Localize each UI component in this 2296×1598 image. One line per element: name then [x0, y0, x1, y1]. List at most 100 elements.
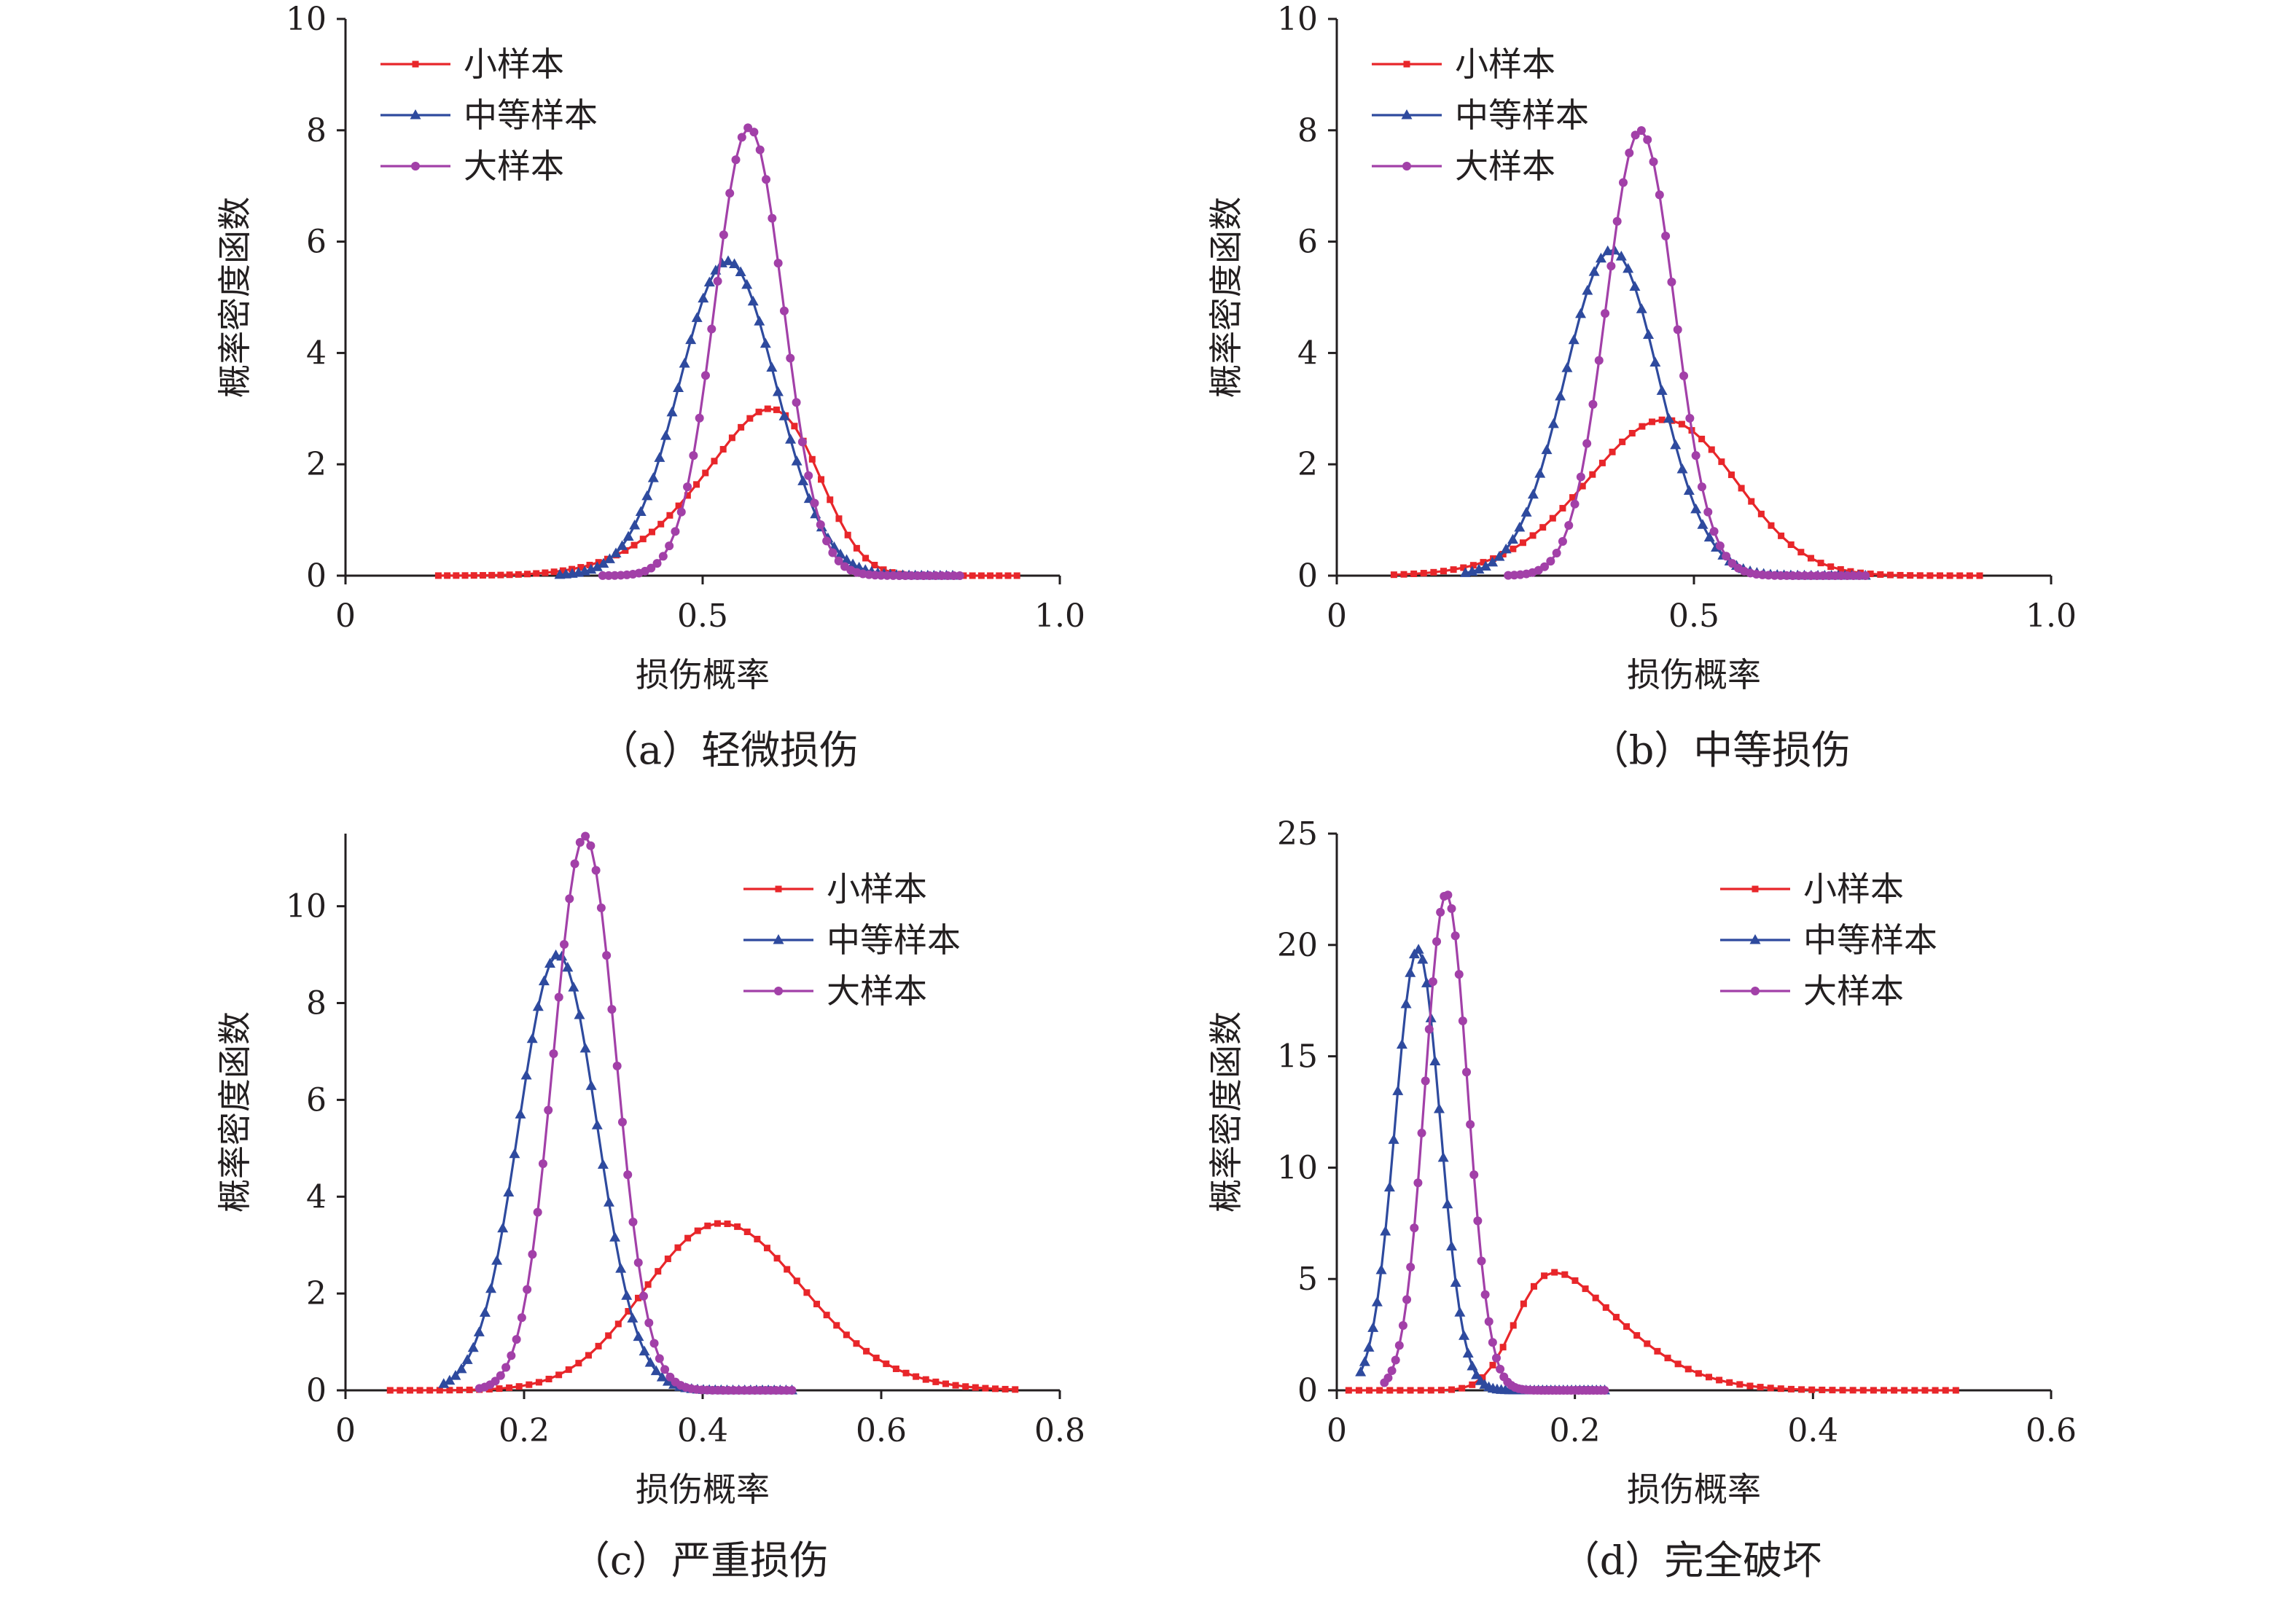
data-point: [1398, 1321, 1407, 1331]
data-point: [648, 528, 655, 536]
legend-marker: [774, 987, 783, 995]
data-point: [604, 571, 614, 580]
data-point: [828, 548, 837, 557]
data-point: [743, 123, 753, 133]
x-tick-label: 0.6: [2026, 1412, 2077, 1449]
data-point: [644, 1357, 656, 1367]
series-line: [1465, 249, 1866, 577]
data-point: [461, 1354, 473, 1364]
data-point: [485, 1385, 493, 1393]
data-point: [1355, 1387, 1362, 1394]
data-point: [533, 1207, 542, 1217]
y-tick-label: 25: [1277, 815, 1318, 853]
data-point: [665, 541, 674, 551]
series-line: [1359, 947, 1605, 1392]
data-point: [1782, 571, 1792, 580]
legend-label: 大样本: [464, 146, 564, 186]
data-point: [747, 295, 759, 306]
data-point: [872, 1355, 880, 1362]
x-tick-label: 0.5: [1668, 598, 1719, 635]
data-point: [444, 1374, 456, 1385]
data-point: [666, 406, 678, 417]
data-point: [515, 1383, 523, 1390]
data-point: [526, 1033, 538, 1043]
data-point: [1663, 412, 1674, 423]
data-point: [972, 1384, 979, 1391]
data-point: [1345, 1387, 1352, 1394]
data-point: [808, 455, 816, 463]
data-point: [1417, 953, 1429, 964]
data-point: [1001, 1385, 1009, 1393]
data-point: [555, 1371, 563, 1379]
data-point: [461, 572, 469, 579]
data-point: [785, 434, 797, 444]
data-point: [526, 1381, 533, 1388]
data-point: [1673, 325, 1682, 334]
data-point: [485, 1282, 497, 1293]
data-point: [488, 571, 496, 579]
data-point: [698, 292, 709, 303]
data-point: [515, 1108, 526, 1119]
data-point: [1507, 533, 1519, 544]
data-point: [1812, 571, 1821, 580]
data-point: [533, 570, 540, 577]
data-point: [797, 437, 807, 447]
data-point: [700, 371, 710, 380]
data-point: [707, 324, 716, 334]
data-point: [622, 530, 634, 541]
data-point: [1757, 510, 1765, 517]
data-point: [615, 1263, 627, 1273]
data-point: [1926, 572, 1934, 579]
data-point: [1466, 1120, 1475, 1129]
data-point: [1432, 937, 1442, 947]
data-point: [1956, 572, 1964, 579]
data-point: [1446, 1240, 1458, 1251]
data-point: [528, 1250, 537, 1259]
y-tick-label: 2: [1297, 446, 1318, 483]
y-tick-label: 6: [306, 1081, 327, 1119]
x-tick-label: 0.4: [1787, 1412, 1838, 1449]
data-point: [1708, 446, 1715, 453]
data-point: [595, 559, 602, 566]
data-point: [1819, 571, 1828, 580]
data-point: [503, 1186, 515, 1196]
data-point: [1462, 1347, 1474, 1358]
legend-item: 大样本: [1372, 146, 1555, 186]
data-point: [902, 1369, 910, 1376]
panel-caption: （d）完全破坏: [1561, 1538, 1822, 1583]
data-point: [1907, 572, 1914, 579]
data-point: [695, 413, 704, 423]
data-point: [1396, 1038, 1407, 1049]
data-point: [925, 571, 934, 580]
legend-marker: [775, 885, 782, 893]
legend-item: 中等样本: [380, 95, 598, 135]
legend-label: 中等样本: [1803, 920, 1937, 960]
data-point: [949, 571, 958, 580]
legend-marker: [410, 109, 421, 120]
legend-item: 大样本: [743, 971, 927, 1011]
data-point: [1776, 571, 1785, 580]
data-point: [1488, 1338, 1497, 1347]
data-point: [691, 312, 703, 322]
data-point: [1916, 572, 1924, 579]
data-point: [749, 128, 759, 137]
data-point: [1450, 566, 1457, 573]
series-circle: [475, 831, 797, 1395]
data-point: [1897, 571, 1904, 579]
data-point: [598, 557, 609, 568]
data-point: [773, 406, 780, 413]
y-tick-label: 8: [306, 112, 327, 149]
data-point: [635, 1294, 642, 1301]
data-point: [1695, 1370, 1702, 1377]
data-point: [1921, 1387, 1929, 1394]
data-point: [509, 1148, 520, 1159]
data-point: [1654, 1347, 1661, 1355]
data-point: [987, 572, 994, 579]
data-point: [863, 1347, 870, 1355]
y-tick-label: 5: [1297, 1261, 1318, 1298]
data-point: [1629, 281, 1641, 291]
data-point: [1870, 1387, 1877, 1394]
data-point: [639, 1291, 649, 1301]
y-tick-label: 4: [1297, 334, 1318, 372]
data-point: [1576, 472, 1585, 482]
